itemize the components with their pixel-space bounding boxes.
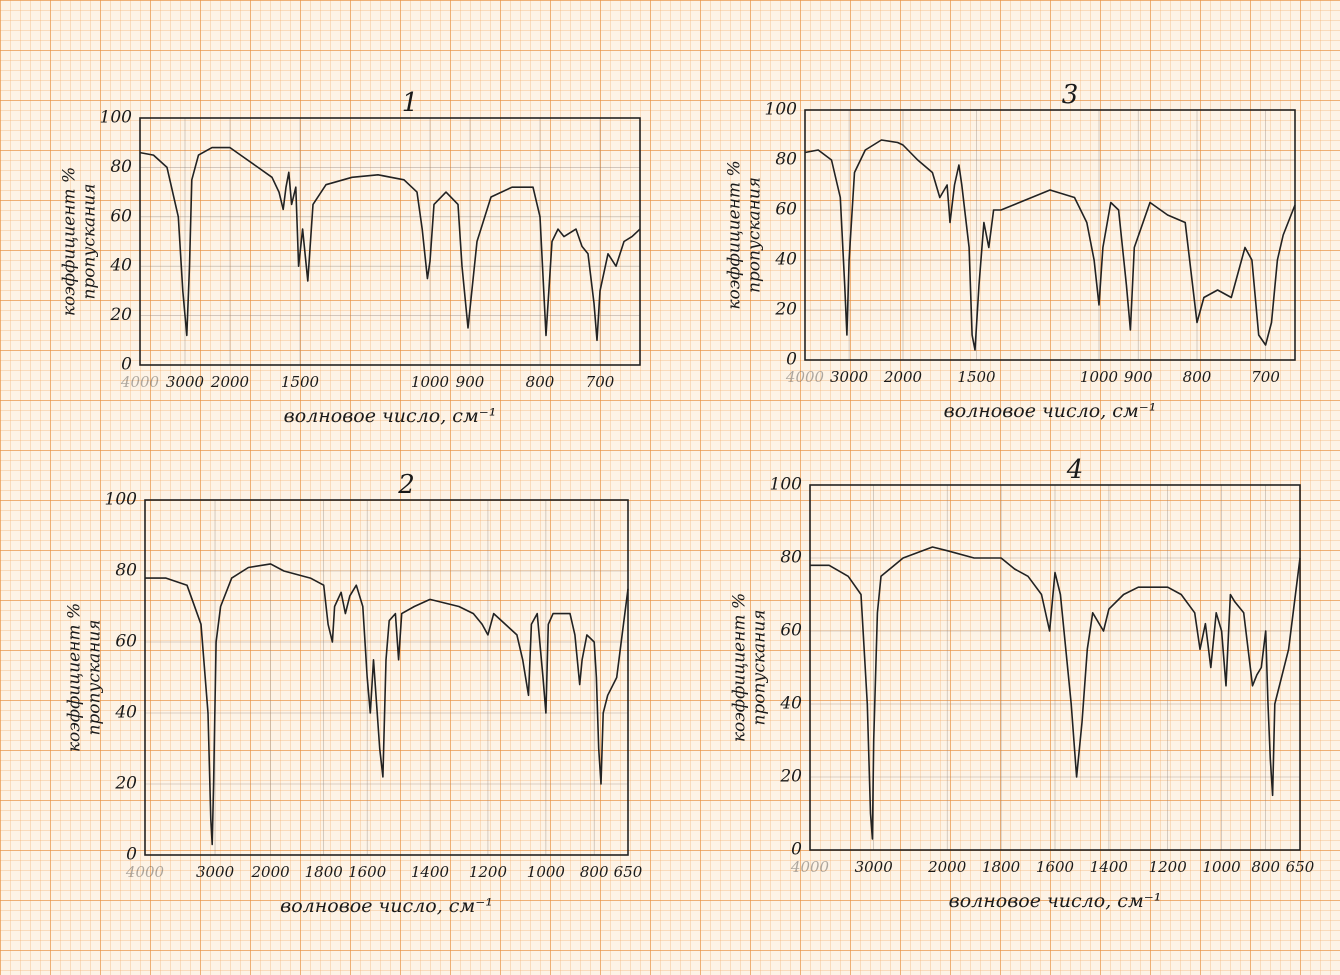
chart-title: 2	[397, 470, 415, 500]
x-tick-label: 1400	[1090, 858, 1129, 876]
spectrum-line	[145, 563, 629, 846]
y-tick-label: 0	[791, 840, 802, 860]
y-axis-label: коэффициент %	[65, 603, 85, 752]
y-tick-label: 40	[774, 250, 797, 270]
y-tick-label: 40	[109, 256, 132, 276]
x-tick-label: 1000	[1080, 368, 1119, 386]
chart-title: 4	[1066, 455, 1084, 485]
plot-frame	[809, 484, 1301, 851]
y-tick-label: 60	[110, 206, 132, 226]
y-tick-label: 20	[779, 767, 802, 787]
y-tick-label: 40	[779, 694, 802, 714]
spectrum-line	[139, 146, 641, 342]
spectrum-chart: 0 20 40 60 80 100 4000 3000 2000 1800 1600 1400 1200…	[730, 455, 1315, 912]
x-tick-label: 800	[1183, 368, 1212, 386]
y-tick-label: 100	[765, 100, 798, 120]
x-tick-label: 1400	[411, 863, 450, 881]
x-tick-label: 2000	[250, 863, 290, 881]
x-tick-label: 4000	[125, 863, 165, 881]
y-axis-label: пропускания	[745, 177, 765, 293]
x-tick-label: 1800	[305, 863, 344, 881]
x-tick-label: 650	[614, 863, 643, 881]
y-axis-label: пропускания	[85, 619, 105, 735]
spectrum-chart: 0 20 40 60 80 100 4000 3000 2000 1800 1600 1400 1200…	[65, 470, 643, 917]
spectrum-chart: 0 20 40 60 80 100 4000 3000 2000 1500 1000 900 800 70…	[725, 80, 1296, 422]
x-tick-label: 900	[1124, 368, 1153, 386]
x-tick-label: 1000	[527, 863, 566, 881]
chart-title: 3	[1062, 80, 1079, 110]
x-tick-label: 2000	[210, 373, 250, 391]
y-tick-label: 100	[100, 108, 133, 128]
x-tick-label: 700	[1251, 368, 1280, 386]
x-tick-label: 800	[526, 373, 555, 391]
x-tick-label: 1200	[469, 863, 508, 881]
y-tick-label: 100	[770, 475, 803, 495]
y-axis-label: пропускания	[750, 609, 770, 725]
x-tick-label: 3000	[196, 863, 235, 881]
x-axis-label: волновое число, см⁻¹	[280, 895, 493, 917]
y-tick-label: 20	[109, 305, 132, 325]
x-tick-label: 3000	[855, 858, 894, 876]
x-tick-label: 1200	[1149, 858, 1188, 876]
x-tick-label: 2000	[927, 858, 967, 876]
spectrum-line	[804, 139, 1296, 351]
y-axis-label: коэффициент %	[60, 167, 80, 316]
chart-title: 1	[402, 88, 419, 118]
y-axis-label: коэффициент %	[725, 160, 745, 309]
x-tick-label: 4000	[790, 858, 830, 876]
y-tick-label: 80	[775, 150, 797, 170]
x-axis-label: волновое число, см⁻¹	[284, 405, 497, 427]
x-tick-label: 4000	[120, 373, 160, 391]
y-tick-label: 80	[115, 561, 137, 581]
x-tick-label: 1500	[281, 373, 320, 391]
y-tick-label: 0	[121, 355, 132, 375]
y-tick-label: 60	[775, 200, 797, 220]
x-tick-label: 4000	[785, 368, 825, 386]
x-tick-label: 3000	[166, 373, 205, 391]
y-tick-label: 80	[110, 157, 132, 177]
spectrum-chart: 0 20 40 60 80 100 4000 3000 2000 1500 1000 900 800 70…	[60, 88, 641, 427]
x-tick-label: 1500	[957, 368, 996, 386]
plot-frame	[804, 109, 1296, 361]
plot-frame	[144, 499, 629, 856]
x-tick-label: 800	[1251, 858, 1280, 876]
x-tick-label: 2000	[883, 368, 923, 386]
x-tick-label: 650	[1286, 858, 1315, 876]
x-tick-label: 1600	[348, 863, 387, 881]
x-tick-label: 1000	[411, 373, 450, 391]
y-tick-label: 20	[774, 300, 797, 320]
y-tick-label: 0	[126, 845, 137, 865]
x-tick-label: 3000	[830, 368, 869, 386]
y-axis-label: пропускания	[80, 183, 100, 299]
x-tick-label: 900	[456, 373, 485, 391]
y-tick-label: 40	[114, 703, 137, 723]
y-tick-label: 0	[786, 350, 797, 370]
y-tick-label: 60	[780, 621, 802, 641]
y-tick-label: 100	[105, 490, 138, 510]
y-tick-label: 80	[780, 548, 802, 568]
x-tick-label: 1000	[1203, 858, 1242, 876]
y-axis-label: коэффициент %	[730, 593, 750, 742]
y-tick-label: 20	[114, 774, 137, 794]
x-tick-label: 700	[586, 373, 615, 391]
plot-frame	[139, 117, 641, 366]
spectrum-line	[810, 546, 1301, 840]
x-axis-label: волновое число, см⁻¹	[949, 890, 1162, 912]
x-tick-label: 1800	[982, 858, 1021, 876]
x-axis-label: волновое число, см⁻¹	[944, 400, 1157, 422]
y-tick-label: 60	[115, 632, 137, 652]
x-tick-label: 1600	[1036, 858, 1075, 876]
x-tick-label: 800	[580, 863, 609, 881]
